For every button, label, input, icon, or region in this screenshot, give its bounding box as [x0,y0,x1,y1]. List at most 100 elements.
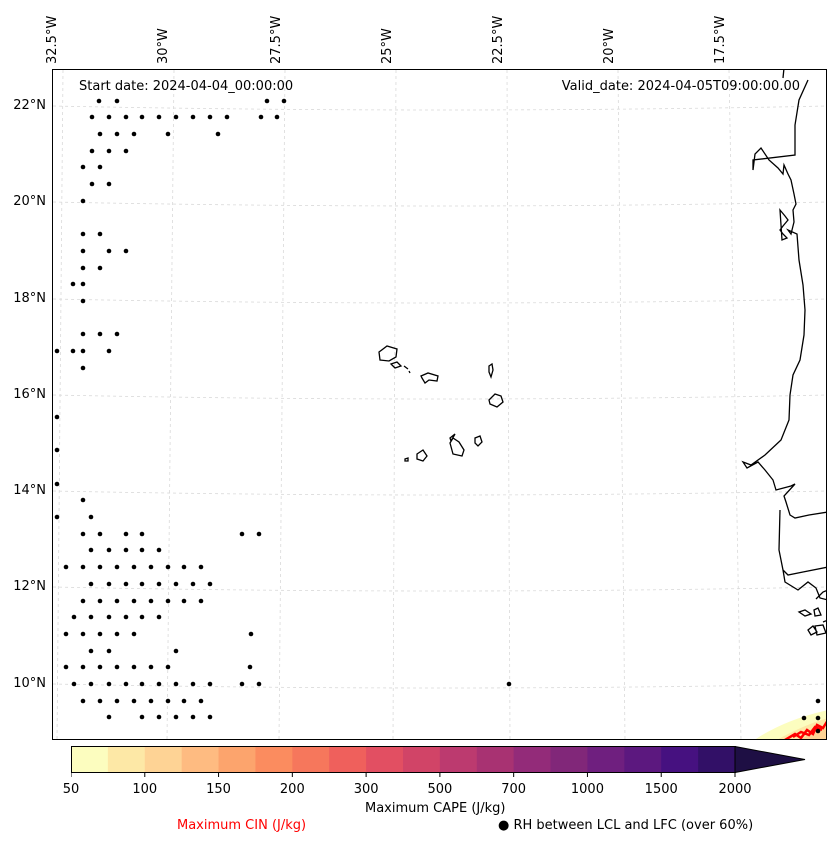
rh-dot [80,564,86,570]
rh-dot [207,581,213,587]
rh-dot [123,114,129,120]
rh-dot [71,614,77,620]
lat-label: 14°N [13,483,46,498]
rh-dot [63,564,69,570]
rh-dot [106,681,112,687]
rh-dot [106,714,112,720]
rh-dot [80,631,86,637]
colorbar-bin [107,746,146,773]
colorbar-bin [587,746,625,773]
rh-dot [181,564,187,570]
rh-dot [207,681,213,687]
rh-dot [106,581,112,587]
gridline-lat [53,105,826,111]
rh-dot [88,514,94,520]
rh-dot [80,248,86,254]
rh-dot [258,114,264,120]
rh-dot [80,198,86,204]
rh-dot [156,614,162,620]
lon-label: 17.5°W [713,15,728,64]
rh-dot [131,631,137,637]
rh-dot [131,564,137,570]
rh-dot [80,497,86,503]
rh-dot [54,447,60,453]
coastline-africa [741,70,826,601]
rh-dot [239,681,245,687]
rh-dot [123,148,129,154]
map-panel[interactable]: Start date: 2024-04-04_00:00:00 Valid_da… [52,69,827,740]
rh-dot [207,114,213,120]
rh-dot [215,131,221,137]
cin-contour [784,720,826,739]
start-date-label: Start date: 2024-04-04_00:00:00 [79,79,294,94]
rh-dot [173,581,179,587]
colorbar-tick-label: 200 [279,782,305,797]
rh-dot [114,331,120,337]
rh-dot [114,698,120,704]
rh-dot [156,114,162,120]
rh-dot [88,648,94,654]
gridline-lon [617,70,626,739]
rh-dot [131,698,137,704]
rh-dot [97,231,103,237]
rh-dot [198,598,204,604]
gridline-lat [53,586,826,592]
rh-dot [80,164,86,170]
rh-dot [97,664,103,670]
rh-dot [506,681,512,687]
rh-dot [281,98,287,104]
rh-dot [54,414,60,420]
rh-dot [63,631,69,637]
rh-dot [247,664,253,670]
colorbar-bin [476,746,515,773]
rh-dot [173,714,179,720]
rh-dot [106,148,112,154]
colorbar-tick-label: 500 [427,782,453,797]
gridline-lat [53,298,826,304]
lon-label: 25°W [380,28,395,64]
rh-dot [97,531,103,537]
lon-label: 22.5°W [491,15,506,64]
lon-label: 20°W [602,28,617,64]
rh-marker-icon: ● [498,818,510,833]
gridline-lon [278,70,286,739]
coastline-banc-arguin [779,208,789,241]
rh-dot [165,698,171,704]
rh-dot [96,98,102,104]
colorbar-bin [624,746,662,773]
rh-dot [190,114,196,120]
rh-dot [89,114,95,120]
rh-dots [54,98,821,734]
rh-dot [190,581,196,587]
rh-dot [148,664,154,670]
rh-dot [181,598,187,604]
colorbar-bin [71,746,109,773]
gridline-lon [392,70,397,739]
rh-dot [131,664,137,670]
gridline-lat [53,394,826,400]
rh-dot [80,531,86,537]
rh-dot [106,614,112,620]
gridline-lon [166,70,175,739]
rh-dot [123,581,129,587]
rh-dot [148,564,154,570]
rh-dot [80,331,86,337]
rh-dot [88,581,94,587]
rh-legend-label: RH between LCL and LFC (over 60%) [513,818,754,833]
rh-dot [106,114,112,120]
rh-dot [97,265,103,271]
rh-dot [190,681,196,687]
colorbar-bin [439,746,478,773]
coastline [378,70,826,636]
rh-dot [239,531,245,537]
rh-dot [190,714,196,720]
rh-dot [89,181,95,187]
rh-dot [815,698,821,704]
rh-dot [815,728,821,734]
gridline-lat [53,683,826,689]
rh-legend: ● RH between LCL and LFC (over 60%) [498,818,753,833]
rh-dot [139,581,145,587]
rh-dot [70,281,76,287]
rh-dot [106,348,112,354]
rh-dot [70,348,76,354]
